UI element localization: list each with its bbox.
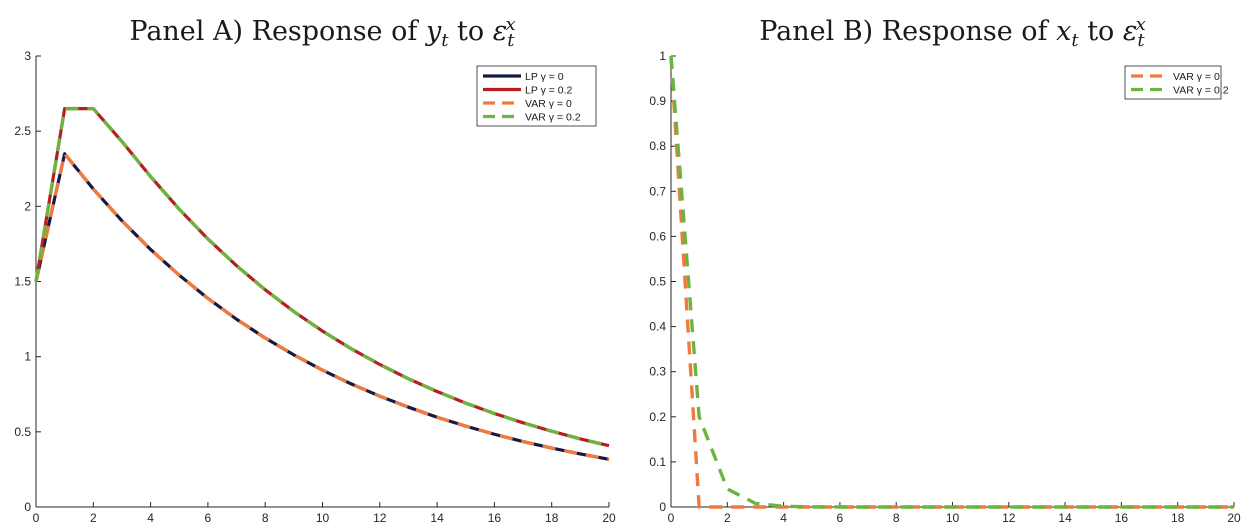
chart-title: Panel B) Response of xt to εtx (759, 14, 1146, 51)
y-tick-label: 2 (24, 199, 31, 213)
x-tick-label: 16 (1115, 511, 1129, 525)
x-tick-label: 0 (668, 511, 675, 525)
y-tick-label: 1 (24, 350, 31, 364)
legend-box (1124, 65, 1222, 100)
legend-label: VAR γ = 0 (525, 98, 572, 110)
series-line-2 (669, 55, 1234, 509)
y-tick-label: 0.1 (649, 455, 666, 469)
legend-label: LP γ = 0 (525, 71, 564, 83)
x-tick-label: 16 (488, 511, 502, 525)
x-tick-label: 10 (946, 511, 960, 525)
x-tick-label: 12 (373, 511, 387, 525)
y-tick-label: 2.5 (14, 124, 31, 138)
y-tick-label: 3 (24, 49, 31, 63)
x-tick-label: 6 (837, 511, 844, 525)
x-tick-label: 12 (1002, 511, 1016, 525)
x-tick-label: 18 (1171, 511, 1185, 525)
y-tick-label: 1 (659, 49, 666, 63)
x-tick-label: 20 (602, 511, 616, 525)
legend: VAR γ = 0 VAR γ = 0.2 (1124, 65, 1229, 100)
x-tick-label: 14 (430, 511, 444, 525)
y-tick-label: 0.7 (649, 184, 666, 198)
x-tick-label: 20 (1227, 511, 1241, 525)
series-line-4 (34, 106, 610, 448)
y-tick-label: 0.5 (14, 425, 31, 439)
x-tick-label: 0 (33, 511, 40, 525)
y-tick-label: 1.5 (14, 275, 31, 289)
legend-label: VAR γ = 0.2 (1173, 85, 1229, 97)
chart-title: Panel A) Response of yt to εtx (129, 14, 515, 51)
x-tick-label: 10 (316, 511, 330, 525)
legend-label: LP γ = 0.2 (525, 85, 573, 97)
x-tick-label: 8 (262, 511, 269, 525)
legend-label: VAR γ = 0 (1173, 71, 1220, 83)
x-tick-label: 4 (780, 511, 787, 525)
y-tick-label: 0.4 (649, 320, 666, 334)
y-tick-label: 0.9 (649, 94, 666, 108)
y-tick-label: 0 (24, 500, 31, 514)
x-tick-label: 8 (893, 511, 900, 525)
y-tick-label: 0.6 (649, 229, 666, 243)
x-tick-label: 4 (147, 511, 154, 525)
series-line-1 (669, 55, 1234, 509)
legend-label: VAR γ = 0.2 (525, 112, 581, 124)
x-tick-label: 2 (724, 511, 731, 525)
series-line-2 (34, 107, 610, 448)
x-tick-label: 2 (90, 511, 97, 525)
y-tick-label: 0.2 (649, 410, 666, 424)
y-tick-label: 0.8 (649, 139, 666, 153)
x-tick-label: 6 (205, 511, 212, 525)
y-tick-label: 0.5 (649, 275, 666, 289)
series-line-3 (34, 152, 610, 462)
x-tick-label: 14 (1058, 511, 1072, 525)
x-tick-label: 18 (545, 511, 559, 525)
y-tick-label: 0 (659, 500, 666, 514)
y-tick-label: 0.3 (649, 365, 666, 379)
series-line-1 (34, 152, 610, 461)
